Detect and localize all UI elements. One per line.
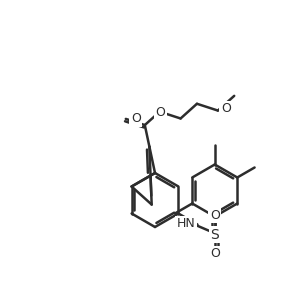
- Text: S: S: [210, 227, 219, 242]
- Text: HN: HN: [177, 217, 195, 230]
- Text: O: O: [210, 209, 220, 222]
- Text: O: O: [156, 106, 166, 119]
- Text: O: O: [131, 112, 141, 125]
- Text: O: O: [221, 102, 231, 115]
- Text: O: O: [210, 247, 220, 260]
